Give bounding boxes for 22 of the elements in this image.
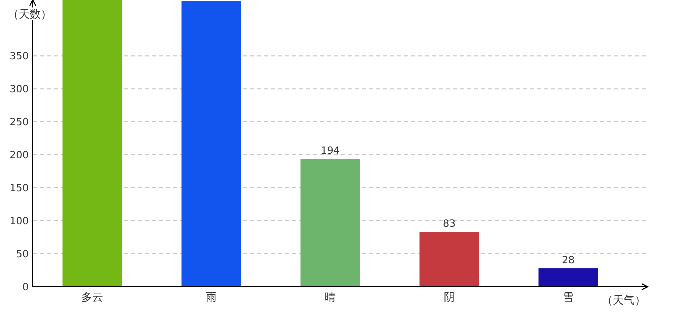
- bar: [300, 159, 360, 287]
- y-tick-label: 0: [22, 282, 29, 294]
- y-tick-label: 150: [10, 184, 29, 195]
- y-tick-label: 50: [16, 250, 29, 261]
- bar: [420, 232, 480, 287]
- x-tick-label: 晴: [325, 291, 336, 304]
- bar: [62, 0, 122, 287]
- y-tick-label: 100: [10, 216, 29, 228]
- y-tick-label: 300: [10, 84, 29, 96]
- y-tick-label: 250: [10, 118, 29, 129]
- bar: [538, 268, 598, 287]
- data-label: 28: [562, 256, 575, 267]
- x-axis-title: （天气）: [602, 294, 646, 307]
- x-tick-label: 雪: [563, 291, 574, 304]
- x-tick-label: 多云: [82, 291, 104, 304]
- y-tick-label: 200: [10, 150, 29, 162]
- x-tick-label: 阴: [444, 291, 455, 304]
- bar: [182, 1, 242, 287]
- data-label: 83: [443, 219, 456, 230]
- y-tick-label: 350: [10, 52, 29, 63]
- data-label: 194: [320, 146, 340, 158]
- x-tick-label: 雨: [206, 291, 217, 304]
